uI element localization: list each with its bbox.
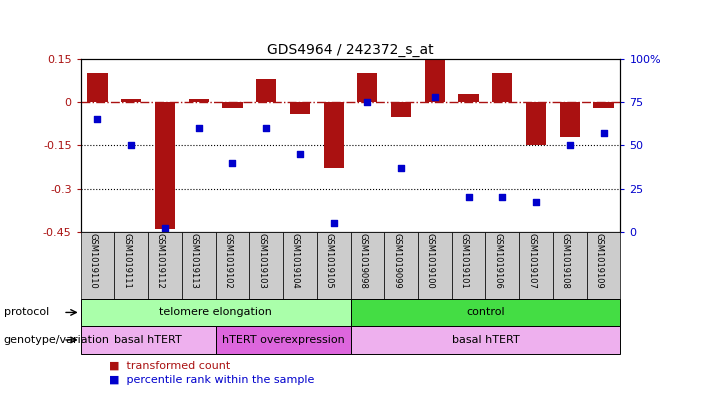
Point	[531, 199, 542, 206]
Point	[463, 194, 474, 200]
Bar	[189, 99, 209, 102]
Point	[328, 220, 339, 226]
Bar	[526, 102, 546, 145]
Bar	[114, 232, 148, 299]
Bar	[350, 299, 620, 326]
Bar	[88, 73, 108, 102]
Bar	[553, 232, 587, 299]
Bar	[81, 326, 216, 354]
Point	[193, 125, 204, 131]
Point	[125, 142, 137, 149]
Text: GSM1019102: GSM1019102	[224, 233, 233, 289]
Bar	[121, 99, 142, 102]
Bar	[458, 94, 479, 102]
Bar	[81, 232, 114, 299]
Bar	[216, 232, 250, 299]
Text: basal hTERT: basal hTERT	[114, 335, 182, 345]
Text: GSM1019113: GSM1019113	[190, 233, 198, 289]
Bar	[418, 232, 451, 299]
Text: GSM1019099: GSM1019099	[392, 233, 401, 289]
Point	[294, 151, 306, 157]
Bar	[182, 232, 216, 299]
Text: GSM1019110: GSM1019110	[88, 233, 97, 289]
Point	[395, 165, 407, 171]
Bar	[425, 59, 445, 102]
Point	[92, 116, 103, 123]
Text: protocol: protocol	[4, 307, 49, 318]
Text: GSM1019112: GSM1019112	[156, 233, 165, 289]
Bar	[222, 102, 243, 108]
Text: GSM1019104: GSM1019104	[291, 233, 300, 289]
Text: GSM1019100: GSM1019100	[426, 233, 435, 289]
Point	[362, 99, 373, 105]
Bar	[317, 232, 350, 299]
Bar	[350, 326, 620, 354]
Bar	[391, 102, 411, 117]
Bar	[283, 232, 317, 299]
Bar	[250, 232, 283, 299]
Point	[159, 225, 170, 231]
Text: GSM1019111: GSM1019111	[122, 233, 131, 289]
Point	[598, 130, 609, 136]
Bar	[350, 232, 384, 299]
Bar	[155, 102, 175, 229]
Bar	[485, 232, 519, 299]
Bar	[519, 232, 553, 299]
Point	[564, 142, 576, 149]
Text: ■  percentile rank within the sample: ■ percentile rank within the sample	[109, 375, 314, 385]
Bar	[324, 102, 343, 169]
Text: basal hTERT: basal hTERT	[451, 335, 519, 345]
Point	[261, 125, 272, 131]
Text: GSM1019109: GSM1019109	[594, 233, 604, 289]
Bar	[256, 79, 276, 102]
Bar	[81, 299, 350, 326]
Text: ■  transformed count: ■ transformed count	[109, 361, 230, 371]
Bar	[559, 102, 580, 137]
Bar	[216, 326, 350, 354]
Bar	[358, 73, 378, 102]
Text: GSM1019101: GSM1019101	[460, 233, 468, 289]
Text: GSM1019105: GSM1019105	[325, 233, 334, 289]
Text: telomere elongation: telomere elongation	[159, 307, 272, 318]
Bar	[384, 232, 418, 299]
Bar	[593, 102, 613, 108]
Bar	[148, 232, 182, 299]
Title: GDS4964 / 242372_s_at: GDS4964 / 242372_s_at	[267, 42, 434, 57]
Point	[227, 160, 238, 166]
Text: GSM1019108: GSM1019108	[561, 233, 570, 289]
Text: GSM1019106: GSM1019106	[494, 233, 503, 289]
Text: GSM1019107: GSM1019107	[527, 233, 536, 289]
Text: control: control	[466, 307, 505, 318]
Point	[429, 94, 440, 100]
Bar	[587, 232, 620, 299]
Bar	[290, 102, 310, 114]
Text: GSM1019098: GSM1019098	[358, 233, 367, 289]
Point	[497, 194, 508, 200]
Text: GSM1019103: GSM1019103	[257, 233, 266, 289]
Bar	[492, 73, 512, 102]
Text: genotype/variation: genotype/variation	[4, 335, 109, 345]
Text: hTERT overexpression: hTERT overexpression	[222, 335, 344, 345]
Bar	[451, 232, 485, 299]
